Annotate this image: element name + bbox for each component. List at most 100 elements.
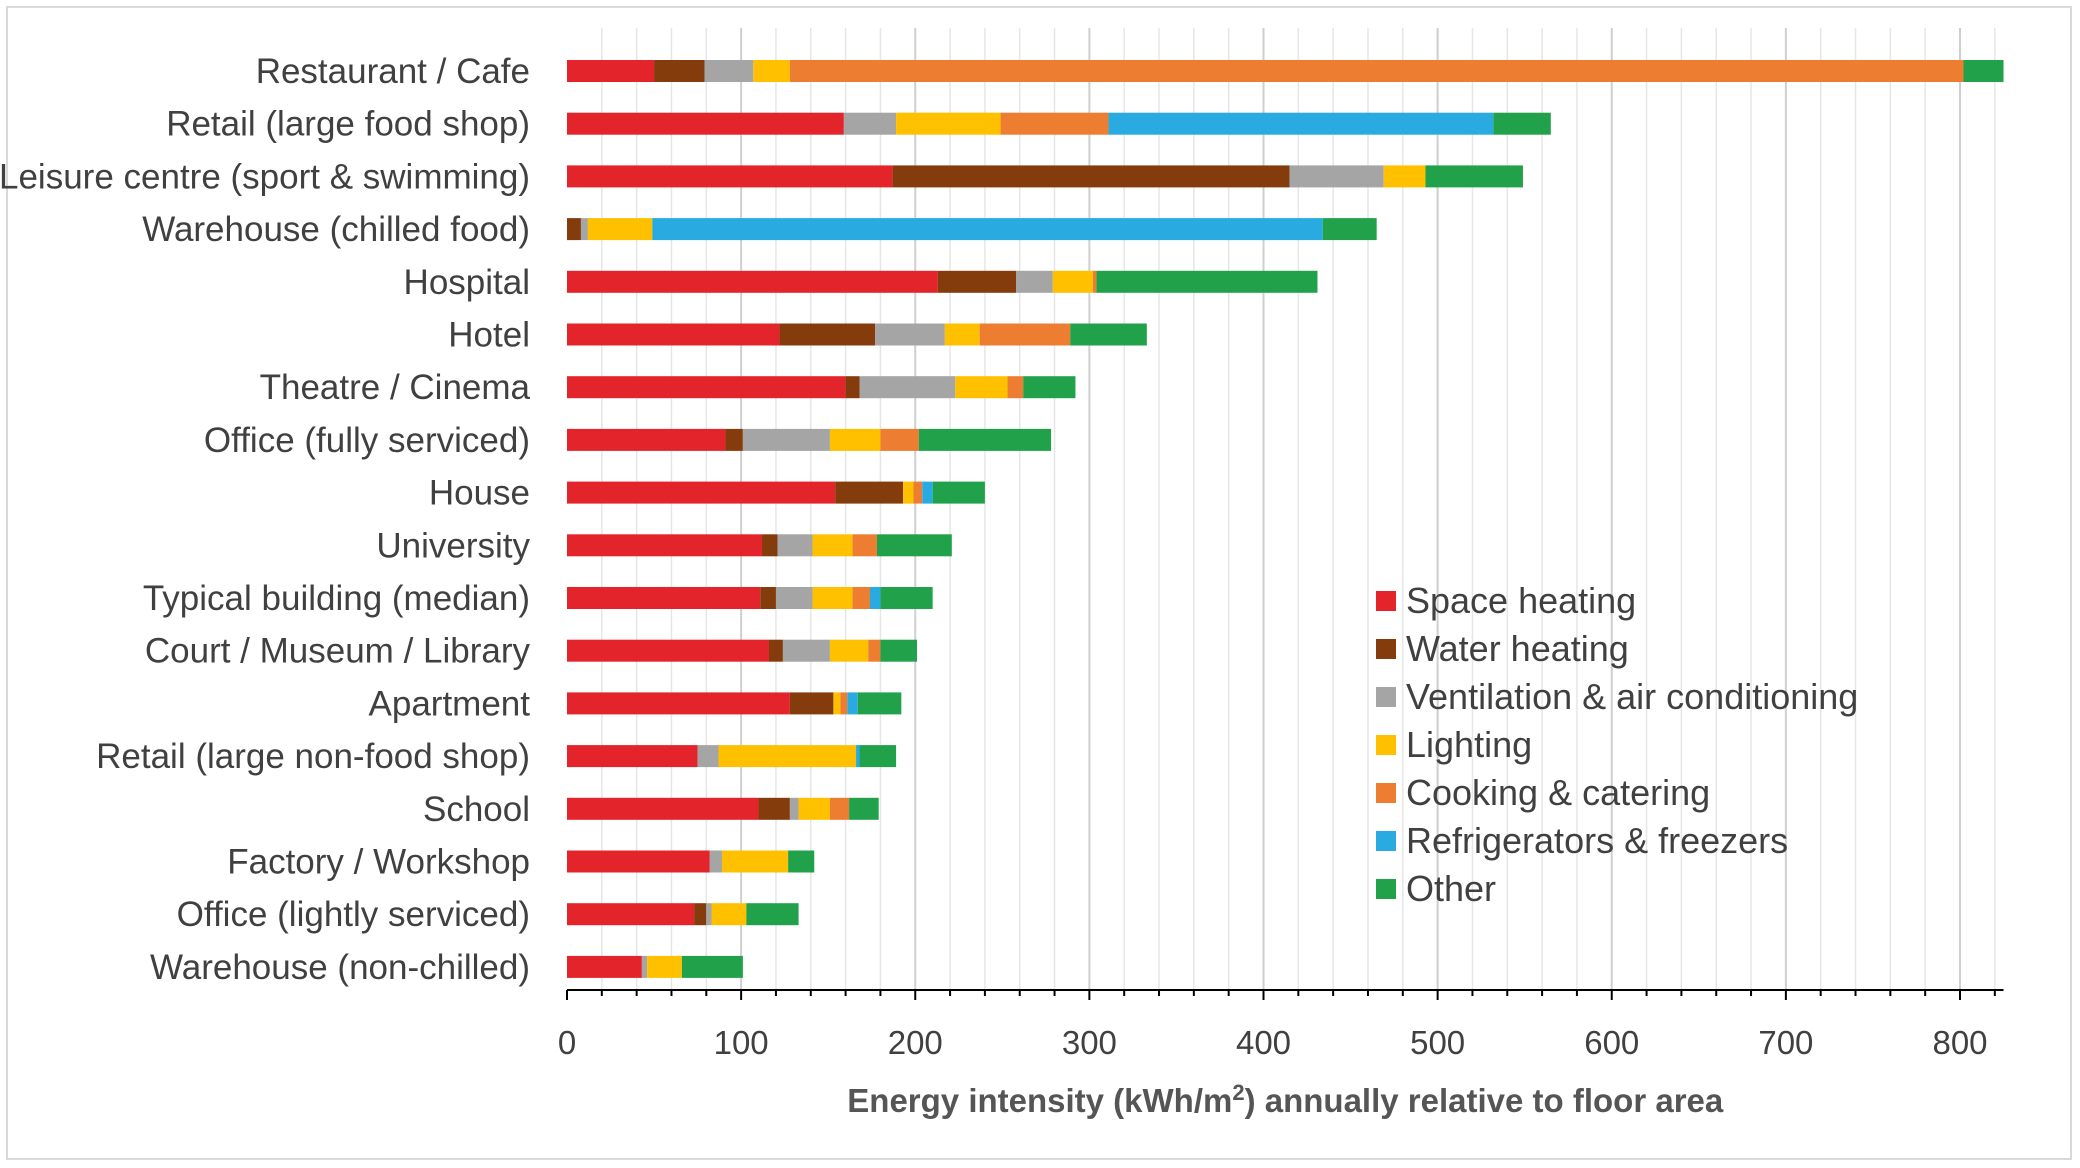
bar-segment xyxy=(709,850,722,873)
bar-segment xyxy=(652,218,1323,241)
bar-segment xyxy=(857,692,902,715)
bar-segment xyxy=(944,323,980,346)
legend: Space heating Water heating Ventilation & … xyxy=(1376,580,1858,909)
bar-segment xyxy=(775,587,813,609)
x-axis-title: Energy intensity (kWh/m2) annually relat… xyxy=(847,1080,1724,1119)
bar-segment xyxy=(869,587,881,609)
bar-segment xyxy=(711,903,747,926)
bar-segment xyxy=(875,323,945,346)
bar-segment xyxy=(829,639,869,662)
bar-segment xyxy=(1070,323,1147,346)
bar-segment xyxy=(1000,112,1109,135)
bar-segment xyxy=(896,112,1001,135)
bar-segment xyxy=(1052,270,1093,293)
bar-segment xyxy=(859,376,956,399)
category-label: Leisure centre (sport & swimming) xyxy=(0,157,530,196)
bar-segment xyxy=(567,165,893,188)
bar-segment xyxy=(1322,218,1377,241)
bar-segment xyxy=(880,428,919,451)
category-label: Retail (large food shop) xyxy=(166,105,530,144)
category-label: Theatre / Cinema xyxy=(260,368,531,407)
category-label: Warehouse (chilled food) xyxy=(142,210,530,249)
bar-segment xyxy=(1383,165,1426,188)
category-label: Warehouse (non-chilled) xyxy=(150,948,530,987)
bar-segment xyxy=(835,481,904,504)
category-label: House xyxy=(429,474,530,513)
bar-segment xyxy=(833,692,841,715)
bar-segment xyxy=(913,481,923,504)
bar-segment xyxy=(758,797,790,820)
x-tick-label: 400 xyxy=(1236,1024,1291,1061)
bar-segment xyxy=(876,534,952,557)
bar-segment xyxy=(1092,270,1097,293)
bar-segment xyxy=(567,903,695,926)
category-label: Court / Museum / Library xyxy=(145,632,531,671)
bar-segment xyxy=(798,797,830,820)
bar-segment xyxy=(932,481,985,504)
legend-label: Refrigerators & freezers xyxy=(1406,820,1788,861)
category-label: Office (lightly serviced) xyxy=(177,895,530,934)
bar-segment xyxy=(567,587,761,609)
bar-segment xyxy=(567,112,844,135)
category-label: Retail (large non-food shop) xyxy=(96,737,530,776)
legend-label: Lighting xyxy=(1406,724,1532,765)
bar-segment xyxy=(789,60,1964,82)
bar-segment xyxy=(789,692,834,715)
legend-label: Cooking & catering xyxy=(1406,772,1710,813)
x-tick-label: 500 xyxy=(1410,1024,1465,1061)
category-labels: Restaurant / Cafe Retail (large food shop… xyxy=(0,52,531,987)
bar-segment xyxy=(567,60,655,82)
bar-segment xyxy=(922,481,933,504)
bar-segment xyxy=(567,218,581,241)
bar-segment xyxy=(587,218,653,241)
bar-segment xyxy=(694,903,707,926)
legend-label: Ventilation & air conditioning xyxy=(1406,676,1858,717)
category-label: Factory / Workshop xyxy=(227,843,530,882)
legend-swatch xyxy=(1376,687,1396,707)
bar-segment xyxy=(567,745,698,768)
x-tick-label: 100 xyxy=(714,1024,769,1061)
bar-segment xyxy=(567,797,759,820)
bar-segment xyxy=(718,745,857,768)
bar-segment xyxy=(697,745,719,768)
bar-segment xyxy=(567,692,790,715)
bar-segment xyxy=(760,587,776,609)
bar-segment xyxy=(789,797,799,820)
bar-segment xyxy=(845,376,860,399)
bar-segment xyxy=(567,534,763,557)
category-label: University xyxy=(376,526,530,565)
bar-segment xyxy=(647,955,682,978)
bar-segment xyxy=(1023,376,1076,399)
x-tick-label: 300 xyxy=(1062,1024,1117,1061)
x-axis-title-superscript: 2 xyxy=(1232,1080,1244,1105)
bar-segment xyxy=(1963,60,2004,82)
bar-segment xyxy=(746,903,799,926)
x-tick-label: 800 xyxy=(1932,1024,1987,1061)
legend-label: Space heating xyxy=(1406,580,1636,621)
legend-swatch xyxy=(1376,783,1396,803)
bar-segment xyxy=(742,428,830,451)
legend-swatch xyxy=(1376,831,1396,851)
bar-segment xyxy=(1016,270,1053,293)
bar-segment xyxy=(1007,376,1024,399)
bar-segment xyxy=(829,428,881,451)
bar-segment xyxy=(567,481,836,504)
bar-segment xyxy=(654,60,705,82)
bar-segment xyxy=(782,639,830,662)
gridlines xyxy=(601,28,1996,990)
x-tick-label: 0 xyxy=(558,1024,576,1061)
bar-segment xyxy=(937,270,1017,293)
legend-swatch xyxy=(1376,639,1396,659)
category-label: Typical building (median) xyxy=(143,579,530,618)
legend-swatch xyxy=(1376,879,1396,899)
bar-segment xyxy=(903,481,914,504)
category-label: Hospital xyxy=(404,263,530,302)
bar-segment xyxy=(852,587,870,609)
bar-segment xyxy=(812,587,853,609)
legend-label: Water heating xyxy=(1406,628,1629,669)
bar-segment xyxy=(849,797,879,820)
bar-segment xyxy=(829,797,850,820)
bar-segment xyxy=(843,112,897,135)
bar-segment xyxy=(779,323,876,346)
bar-segment xyxy=(880,639,917,662)
